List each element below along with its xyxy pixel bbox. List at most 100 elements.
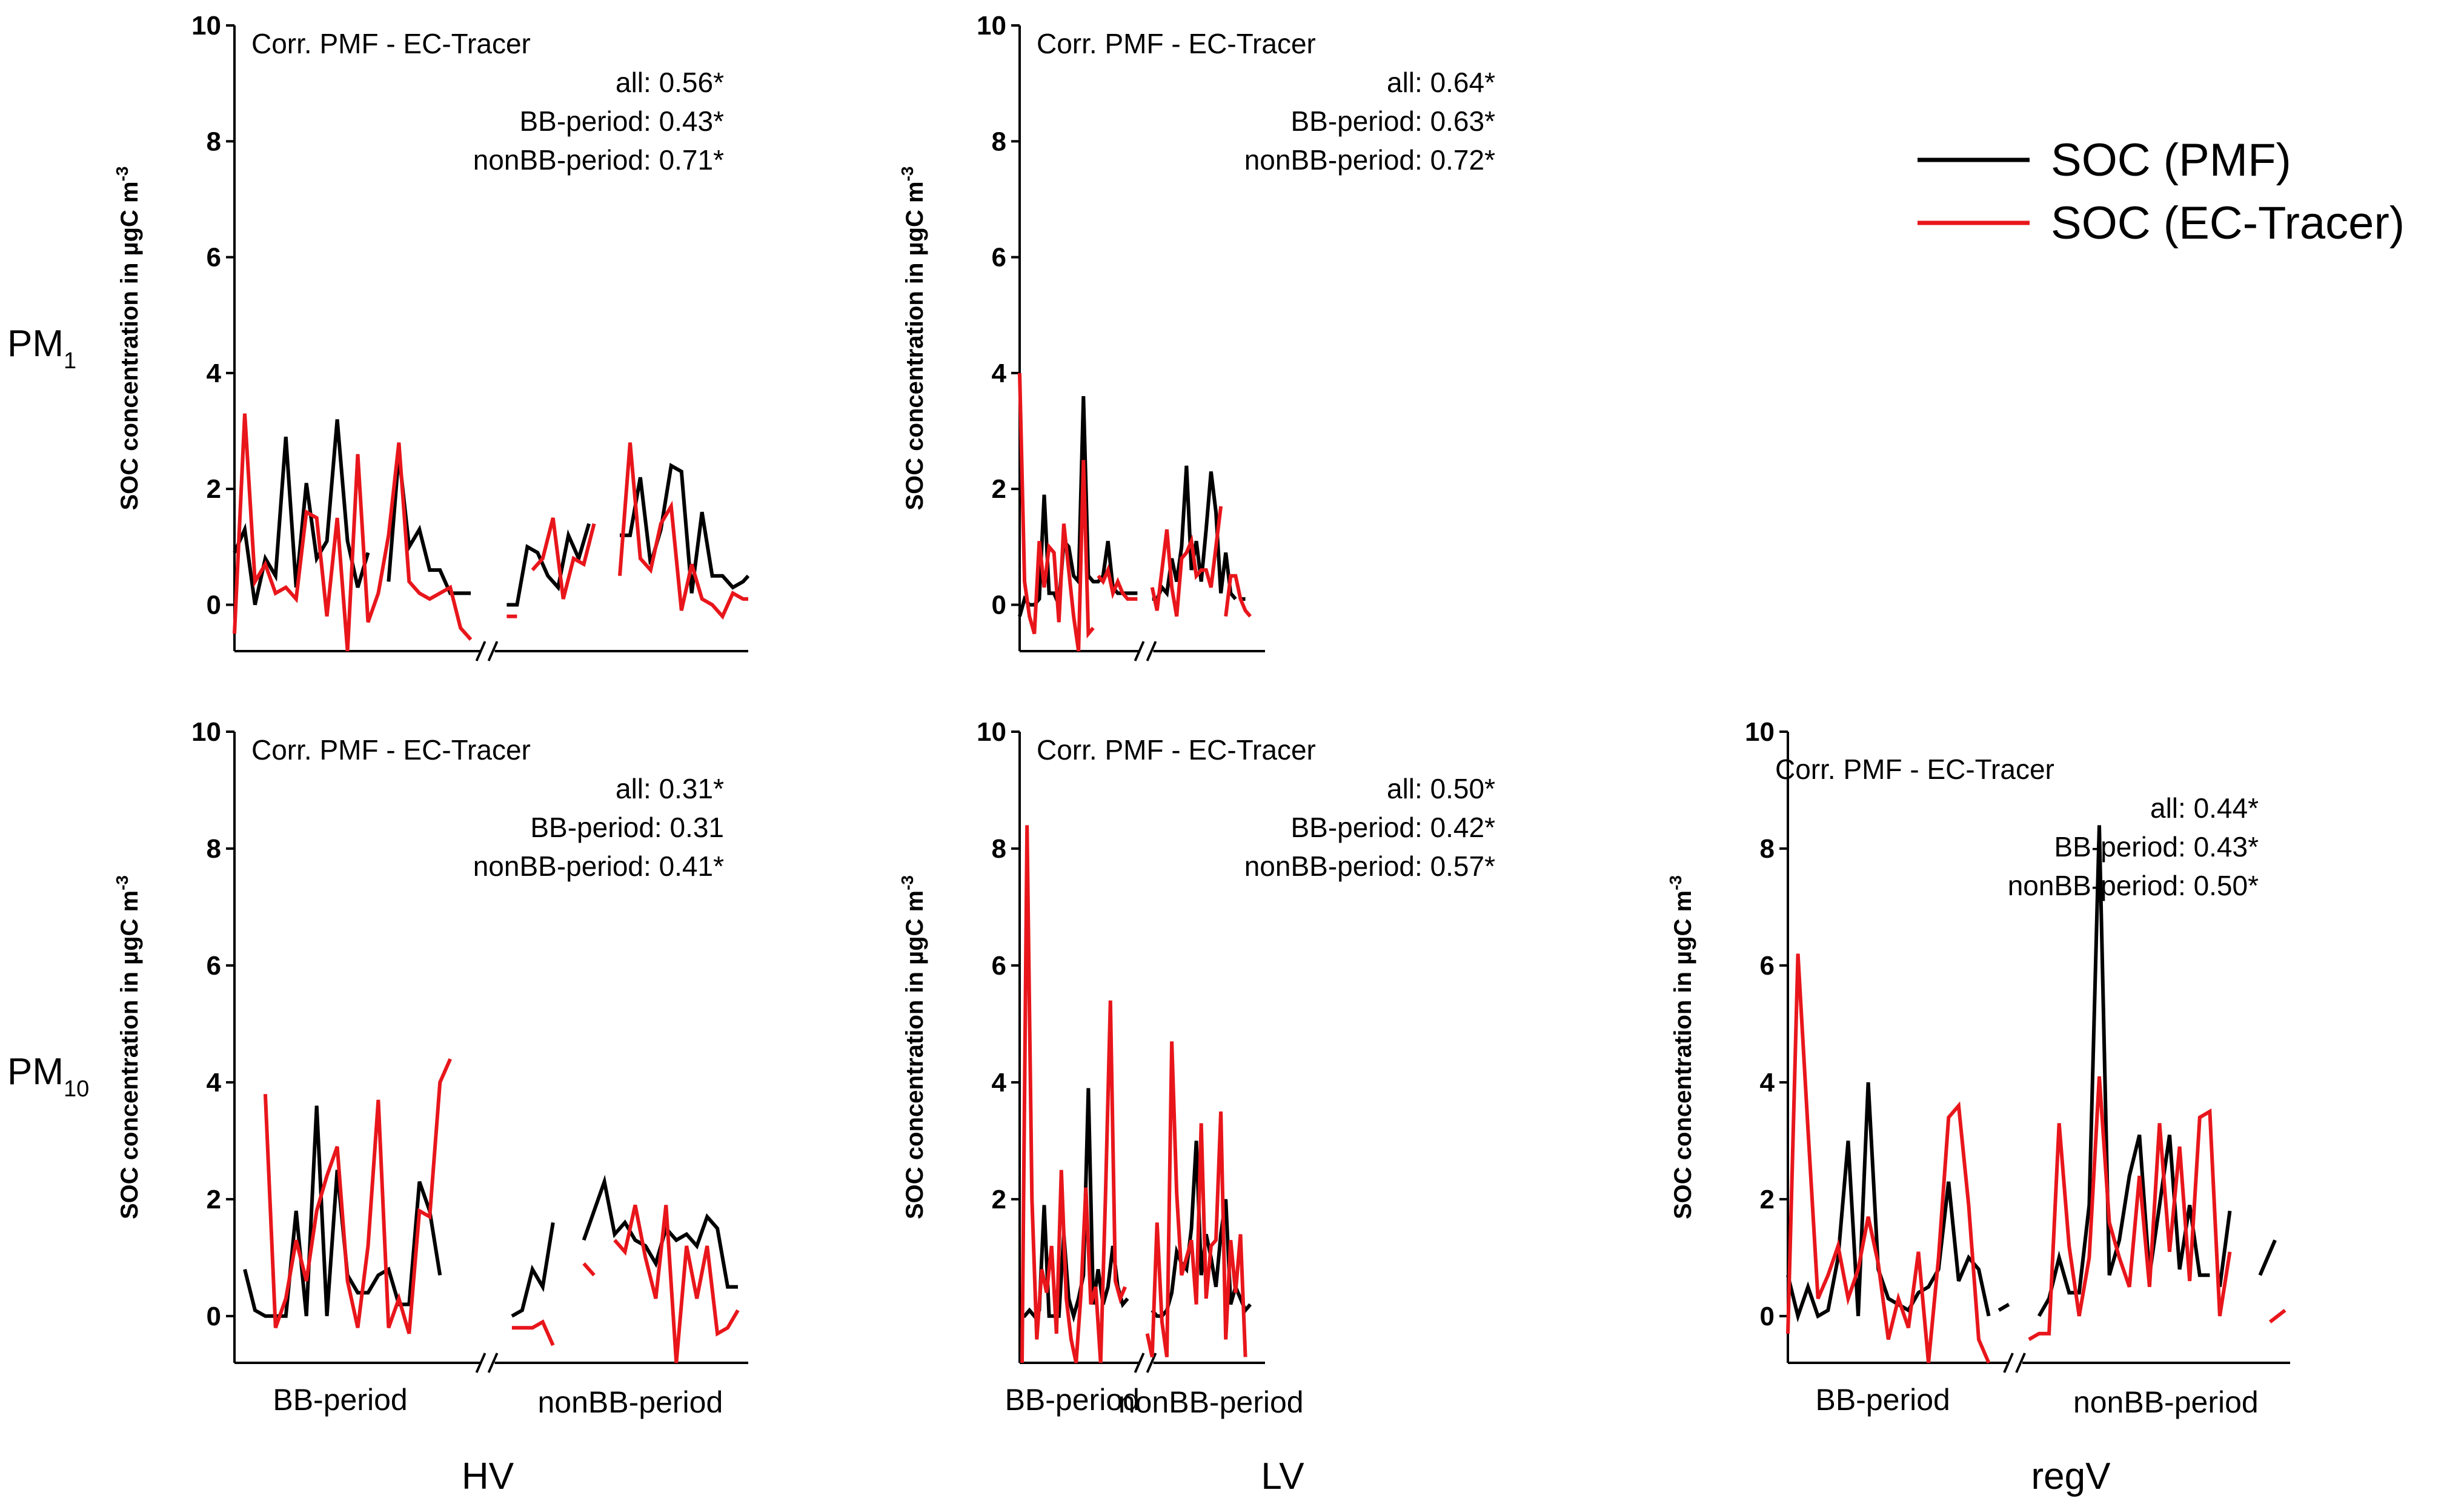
- panel-pm1-lv: 0 2 4 6 8 10 SOC concentration in µgC m-3 Corr.…: [898, 11, 1495, 661]
- correlation-stat: nonBB-period: 0.72*: [1244, 144, 1495, 176]
- panel-pm10-regv: 0 2 4 6 8 10 SOC concentration in µgC m-3 Corr.…: [1666, 717, 2290, 1419]
- series-line-segment: [531, 517, 596, 600]
- series-line-segment: [1152, 465, 1237, 601]
- series-line-segment: [1786, 1082, 1991, 1323]
- correlation-stat: all: 0.64*: [1387, 67, 1495, 98]
- y-tick-label: 6: [207, 243, 221, 273]
- row-label-pm10: PM10: [7, 1051, 89, 1102]
- y-tick-label: 4: [207, 359, 222, 388]
- y-tick-label: 0: [992, 590, 1006, 620]
- period-label-nonbb: nonBB-period: [538, 1385, 723, 1419]
- axes: [233, 25, 748, 661]
- panel-pm10-hv: 0 2 4 6 8 10 SOC concentration in µgC m-3 Corr.…: [113, 717, 748, 1419]
- correlation-stat: all: 0.50*: [1387, 773, 1495, 804]
- column-label-hv: HV: [462, 1456, 514, 1497]
- y-tick-label: 10: [191, 717, 221, 747]
- y-tick-label: 2: [992, 474, 1006, 504]
- y-tick-label: 4: [1760, 1068, 1775, 1098]
- series-line-segment: [582, 1174, 738, 1289]
- y-tick-label: 2: [207, 1185, 221, 1214]
- panel-pm10-lv: 2 4 6 8 10 SOC concentration in µgC m-3 Corr. …: [898, 717, 1495, 1419]
- correlation-stat: nonBB-period: 0.41*: [473, 850, 724, 882]
- series-line-segment: [618, 442, 748, 620]
- correlation-stat: BB-period: 0.43*: [519, 105, 724, 137]
- series-pmf: [233, 419, 750, 607]
- axes: [1787, 732, 2290, 1373]
- axis-break-mark: [2003, 1353, 2014, 1373]
- series-line-segment: [506, 523, 591, 607]
- y-tick-label: 0: [207, 1302, 221, 1331]
- series-line-segment: [2268, 1308, 2286, 1323]
- axis-break-mark: [487, 641, 499, 661]
- y-tick-label: 2: [207, 474, 221, 504]
- series-line-segment: [1020, 825, 1127, 1363]
- series-ec-tracer: [1786, 953, 2286, 1364]
- y-tick-label: 2: [992, 1185, 1006, 1214]
- y-tick-label: 8: [992, 834, 1006, 864]
- correlation-stat: BB-period: 0.31: [530, 812, 724, 843]
- y-tick-label: 10: [977, 717, 1006, 747]
- series-line-segment: [2037, 825, 2210, 1317]
- correlation-stat: BB-period: 0.43*: [2054, 831, 2259, 863]
- period-label-bb: BB-period: [1005, 1383, 1140, 1417]
- period-label-nonbb: nonBB-period: [1118, 1385, 1304, 1419]
- series-line-segment: [2258, 1239, 2277, 1276]
- series-line-segment: [2217, 1210, 2232, 1287]
- series-line-segment: [1786, 953, 1991, 1364]
- y-tick-label: 0: [1760, 1302, 1775, 1331]
- y-tick-label: 10: [977, 11, 1006, 41]
- legend: SOC (PMF) SOC (EC-Tracer): [1918, 134, 2405, 249]
- y-axis-title: SOC concentration in µgC m-3: [113, 875, 143, 1219]
- y-tick-label: 10: [191, 11, 221, 41]
- axes: [233, 732, 748, 1373]
- column-label-regv: regV: [2031, 1456, 2111, 1497]
- y-tick-label: 8: [207, 834, 221, 864]
- y-tick-label: 2: [1760, 1185, 1775, 1214]
- series-line-segment: [613, 1204, 740, 1363]
- y-tick-label: 6: [207, 951, 221, 981]
- y-axis-title: SOC concentration in µgC m-3: [898, 167, 928, 511]
- correlation-stat: all: 0.44*: [2150, 792, 2259, 824]
- series-line-segment: [1224, 574, 1252, 618]
- series-ec-tracer: [1020, 825, 1247, 1363]
- axis-break-mark: [1146, 641, 1157, 661]
- axes: [1018, 732, 1265, 1373]
- series-line-segment: [1018, 373, 1095, 652]
- axis-break-mark: [475, 641, 486, 661]
- series-line-segment: [511, 1319, 555, 1346]
- y-axis-title: SOC concentration in µgC m-3: [113, 167, 143, 511]
- correlation-title: Corr. PMF - EC-Tracer: [1775, 754, 2054, 785]
- period-label-bb: BB-period: [273, 1383, 407, 1417]
- y-tick-label: 4: [207, 1068, 222, 1098]
- period-label-nonbb: nonBB-period: [2073, 1385, 2259, 1419]
- series-line-segment: [620, 463, 750, 594]
- series-line-segment: [511, 1222, 555, 1318]
- series-line-segment: [233, 419, 370, 606]
- correlation-stat: all: 0.31*: [616, 773, 724, 804]
- series-line-segment: [1145, 1041, 1247, 1358]
- y-axis-title: SOC concentration in µgC m-3: [1666, 875, 1696, 1219]
- correlation-stat: nonBB-period: 0.57*: [1244, 850, 1495, 882]
- series-line-segment: [582, 1262, 596, 1277]
- correlation-title: Corr. PMF - EC-Tracer: [1037, 734, 1316, 766]
- y-tick-label: 6: [1760, 951, 1775, 981]
- axis-break-mark: [2015, 1353, 2026, 1373]
- correlation-title: Corr. PMF - EC-Tracer: [251, 734, 531, 766]
- panels: 0 2 4 6 8 10 SOC concentration in µgC m-3 Corr.…: [113, 11, 2290, 1419]
- correlation-stat: BB-period: 0.63*: [1290, 105, 1495, 137]
- correlation-title: Corr. PMF - EC-Tracer: [1037, 28, 1316, 59]
- y-tick-label: 8: [992, 127, 1006, 156]
- series-ec-tracer: [263, 1058, 740, 1363]
- series-line-segment: [1150, 506, 1223, 617]
- y-tick-label: 8: [1760, 834, 1775, 864]
- y-tick-label: 0: [207, 590, 221, 620]
- series-line-segment: [233, 413, 473, 652]
- y-axis-title: SOC concentration in µgC m-3: [898, 875, 928, 1219]
- legend-label-ec: SOC (EC-Tracer): [2051, 197, 2405, 249]
- correlation-title: Corr. PMF - EC-Tracer: [251, 28, 531, 59]
- column-label-lv: LV: [1261, 1456, 1304, 1497]
- series-line-segment: [263, 1058, 452, 1334]
- axis-break-mark: [1146, 1353, 1157, 1373]
- y-tick-label: 6: [992, 243, 1006, 273]
